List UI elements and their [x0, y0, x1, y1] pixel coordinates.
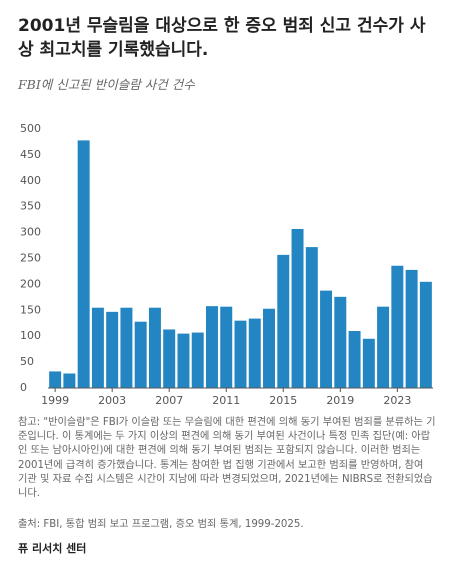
bar	[234, 320, 247, 388]
y-tick-label: 0	[20, 381, 27, 394]
bar	[148, 307, 161, 388]
bar	[106, 311, 119, 388]
bar	[263, 308, 276, 388]
bar	[419, 281, 432, 388]
y-tick-label: 300	[20, 226, 41, 239]
bar	[391, 265, 404, 388]
x-tick-label: 2011	[212, 394, 240, 407]
y-tick-label: 150	[20, 303, 41, 316]
bar	[377, 306, 390, 388]
subtitle: FBI에 신고된 반이슬람 사건 건수	[18, 77, 195, 92]
y-tick-label: 200	[20, 277, 41, 290]
bar	[405, 269, 418, 388]
bar	[205, 306, 218, 388]
bar	[334, 296, 347, 388]
y-tick-label: 250	[20, 252, 41, 265]
title: 2001년 무슬림을 대상으로 한 증오 범죄 신고 건수가 사상 최고치를 기…	[18, 16, 426, 60]
bar	[91, 307, 104, 388]
x-tick-label: 2015	[269, 394, 297, 407]
bar	[348, 331, 361, 388]
bar	[220, 306, 233, 388]
x-tick-label: 2023	[383, 394, 411, 407]
bar	[362, 338, 375, 388]
y-tick-label: 100	[20, 329, 41, 342]
y-tick-label: 50	[20, 355, 34, 368]
bar	[120, 307, 133, 388]
bar	[49, 371, 62, 388]
y-tick-label: 450	[20, 148, 41, 161]
bar	[248, 318, 261, 388]
bar	[320, 290, 333, 388]
note: 참고: "반이슬람"은 FBI가 이슬람 또는 무슬림에 대한 편견에 의해 동…	[18, 417, 436, 500]
y-tick-label: 500	[20, 122, 41, 135]
chart: 0 50 100 150 200 250 300 350 400 450 500 1999 2003 20…	[20, 122, 433, 407]
bar	[191, 332, 204, 388]
y-tick-label: 400	[20, 174, 41, 187]
bar	[305, 247, 318, 388]
bar	[63, 373, 76, 388]
x-tick-label: 2019	[326, 394, 354, 407]
bar	[291, 228, 304, 388]
bar	[177, 333, 190, 388]
bar	[163, 329, 176, 388]
footer: 퓨 리서치 센터	[18, 542, 87, 555]
bar	[77, 140, 90, 388]
x-tick-label: 1999	[41, 394, 69, 407]
bar	[134, 321, 147, 388]
y-tick-label: 350	[20, 200, 41, 213]
source: 출처: FBI, 통합 범죄 보고 프로그램, 증오 범죄 통계, 1999-2…	[18, 519, 304, 530]
x-tick-label: 2003	[98, 394, 126, 407]
x-tick-label: 2007	[155, 394, 183, 407]
bar	[277, 254, 290, 388]
